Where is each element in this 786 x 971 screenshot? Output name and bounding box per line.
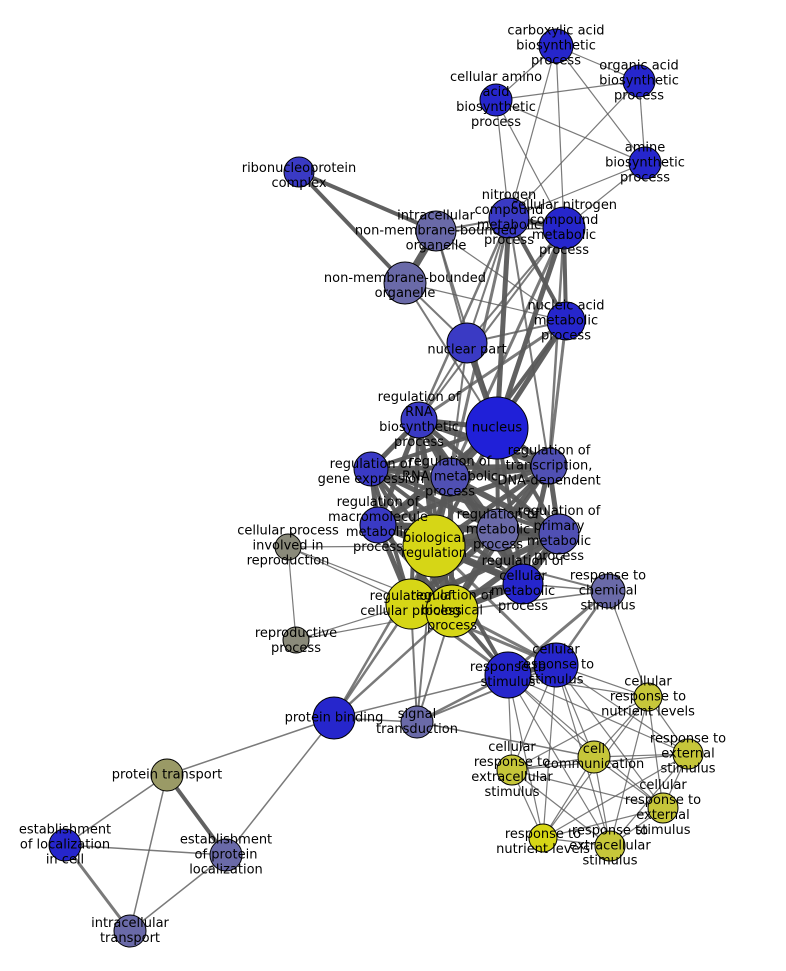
- graph-node[interactable]: [496, 754, 528, 786]
- graph-edge: [129, 774, 168, 932]
- graph-edge: [555, 664, 689, 755]
- graph-node[interactable]: [283, 156, 315, 188]
- graph-node[interactable]: [594, 830, 626, 862]
- graph-node[interactable]: [590, 573, 626, 609]
- graph-edge: [418, 227, 565, 421]
- graph-edge: [165, 773, 228, 857]
- graph-edge: [448, 474, 561, 537]
- graph-edge: [547, 320, 568, 467]
- graph-node[interactable]: [628, 146, 662, 180]
- graph-node[interactable]: [488, 197, 530, 239]
- graph-edge: [494, 217, 512, 429]
- graph-edge: [418, 319, 567, 422]
- graph-edge: [507, 674, 611, 847]
- graph-edge: [508, 217, 550, 467]
- graph-edge: [511, 769, 611, 847]
- graph-edge: [507, 674, 649, 698]
- graph-node[interactable]: [546, 301, 586, 341]
- graph-edge: [287, 546, 297, 641]
- graph-node[interactable]: [400, 705, 434, 739]
- graph-edge: [647, 696, 664, 809]
- graph-edge: [333, 610, 453, 719]
- graph-edge: [609, 696, 649, 847]
- graph-node[interactable]: [383, 261, 427, 305]
- graph-node[interactable]: [484, 651, 532, 699]
- graph-node[interactable]: [359, 506, 397, 544]
- graph-node[interactable]: [430, 457, 470, 497]
- graph-node[interactable]: [353, 451, 389, 487]
- graph-edge: [555, 45, 646, 164]
- graph-node[interactable]: [150, 758, 184, 792]
- graph-edge: [63, 844, 132, 932]
- graph-node[interactable]: [402, 514, 466, 578]
- graph-edge: [511, 696, 649, 771]
- graph-edge: [495, 99, 565, 229]
- graph-edge: [495, 80, 640, 101]
- graph-edge: [298, 170, 437, 233]
- graph-node[interactable]: [633, 682, 663, 712]
- graph-node[interactable]: [502, 563, 544, 605]
- node-layer: [48, 28, 704, 948]
- graph-node[interactable]: [113, 914, 147, 948]
- graph-node[interactable]: [533, 642, 579, 688]
- graph-edge: [555, 664, 664, 809]
- graph-edge: [449, 342, 468, 478]
- graph-node[interactable]: [672, 738, 704, 770]
- graph-node[interactable]: [538, 513, 580, 555]
- graph-edge: [377, 522, 560, 537]
- graph-edge: [508, 80, 640, 219]
- graph-node[interactable]: [465, 396, 529, 460]
- graph-edge: [542, 807, 664, 839]
- graph-edge: [297, 170, 407, 285]
- graph-edge: [542, 664, 557, 839]
- graph-edge: [333, 674, 509, 719]
- graph-node[interactable]: [622, 64, 656, 98]
- graph-node[interactable]: [282, 626, 310, 654]
- graph-edge: [64, 774, 168, 846]
- graph-edge: [225, 717, 335, 856]
- graph-edge: [555, 45, 565, 229]
- graph-node[interactable]: [446, 322, 488, 364]
- graph-edge: [166, 717, 335, 776]
- graph-edge: [129, 854, 227, 932]
- graph-node[interactable]: [400, 401, 438, 439]
- graph-node[interactable]: [538, 28, 574, 64]
- graph-node[interactable]: [528, 823, 558, 853]
- graph-edge: [495, 99, 646, 164]
- graph-edge: [404, 282, 567, 322]
- graph-edge: [507, 674, 664, 809]
- graph-node[interactable]: [530, 447, 568, 485]
- graph-edge: [332, 545, 436, 719]
- graph-edge: [511, 769, 664, 809]
- graph-node[interactable]: [577, 740, 611, 774]
- graph-edge: [607, 590, 649, 698]
- graph-edge: [508, 45, 557, 219]
- graph-edge: [508, 162, 646, 219]
- graph-edge: [609, 753, 689, 847]
- graph-node[interactable]: [312, 696, 356, 740]
- graph-node[interactable]: [542, 206, 586, 250]
- graph-edge: [507, 674, 689, 755]
- graph-node[interactable]: [479, 83, 513, 117]
- graph-edge: [435, 230, 567, 322]
- graph-node[interactable]: [415, 210, 457, 252]
- graph-edge: [507, 674, 544, 839]
- graph-node[interactable]: [209, 838, 243, 872]
- graph-node[interactable]: [425, 584, 479, 638]
- graph-edge: [64, 844, 227, 856]
- graph-node[interactable]: [647, 792, 679, 824]
- graph-node[interactable]: [48, 828, 82, 862]
- graph-edge: [416, 721, 595, 758]
- edge-layer: [63, 45, 689, 932]
- graph-node[interactable]: [476, 508, 520, 552]
- graph-node[interactable]: [274, 533, 302, 561]
- graph-edge: [547, 227, 566, 467]
- graph-edge: [466, 217, 510, 344]
- graph-edge: [416, 664, 557, 723]
